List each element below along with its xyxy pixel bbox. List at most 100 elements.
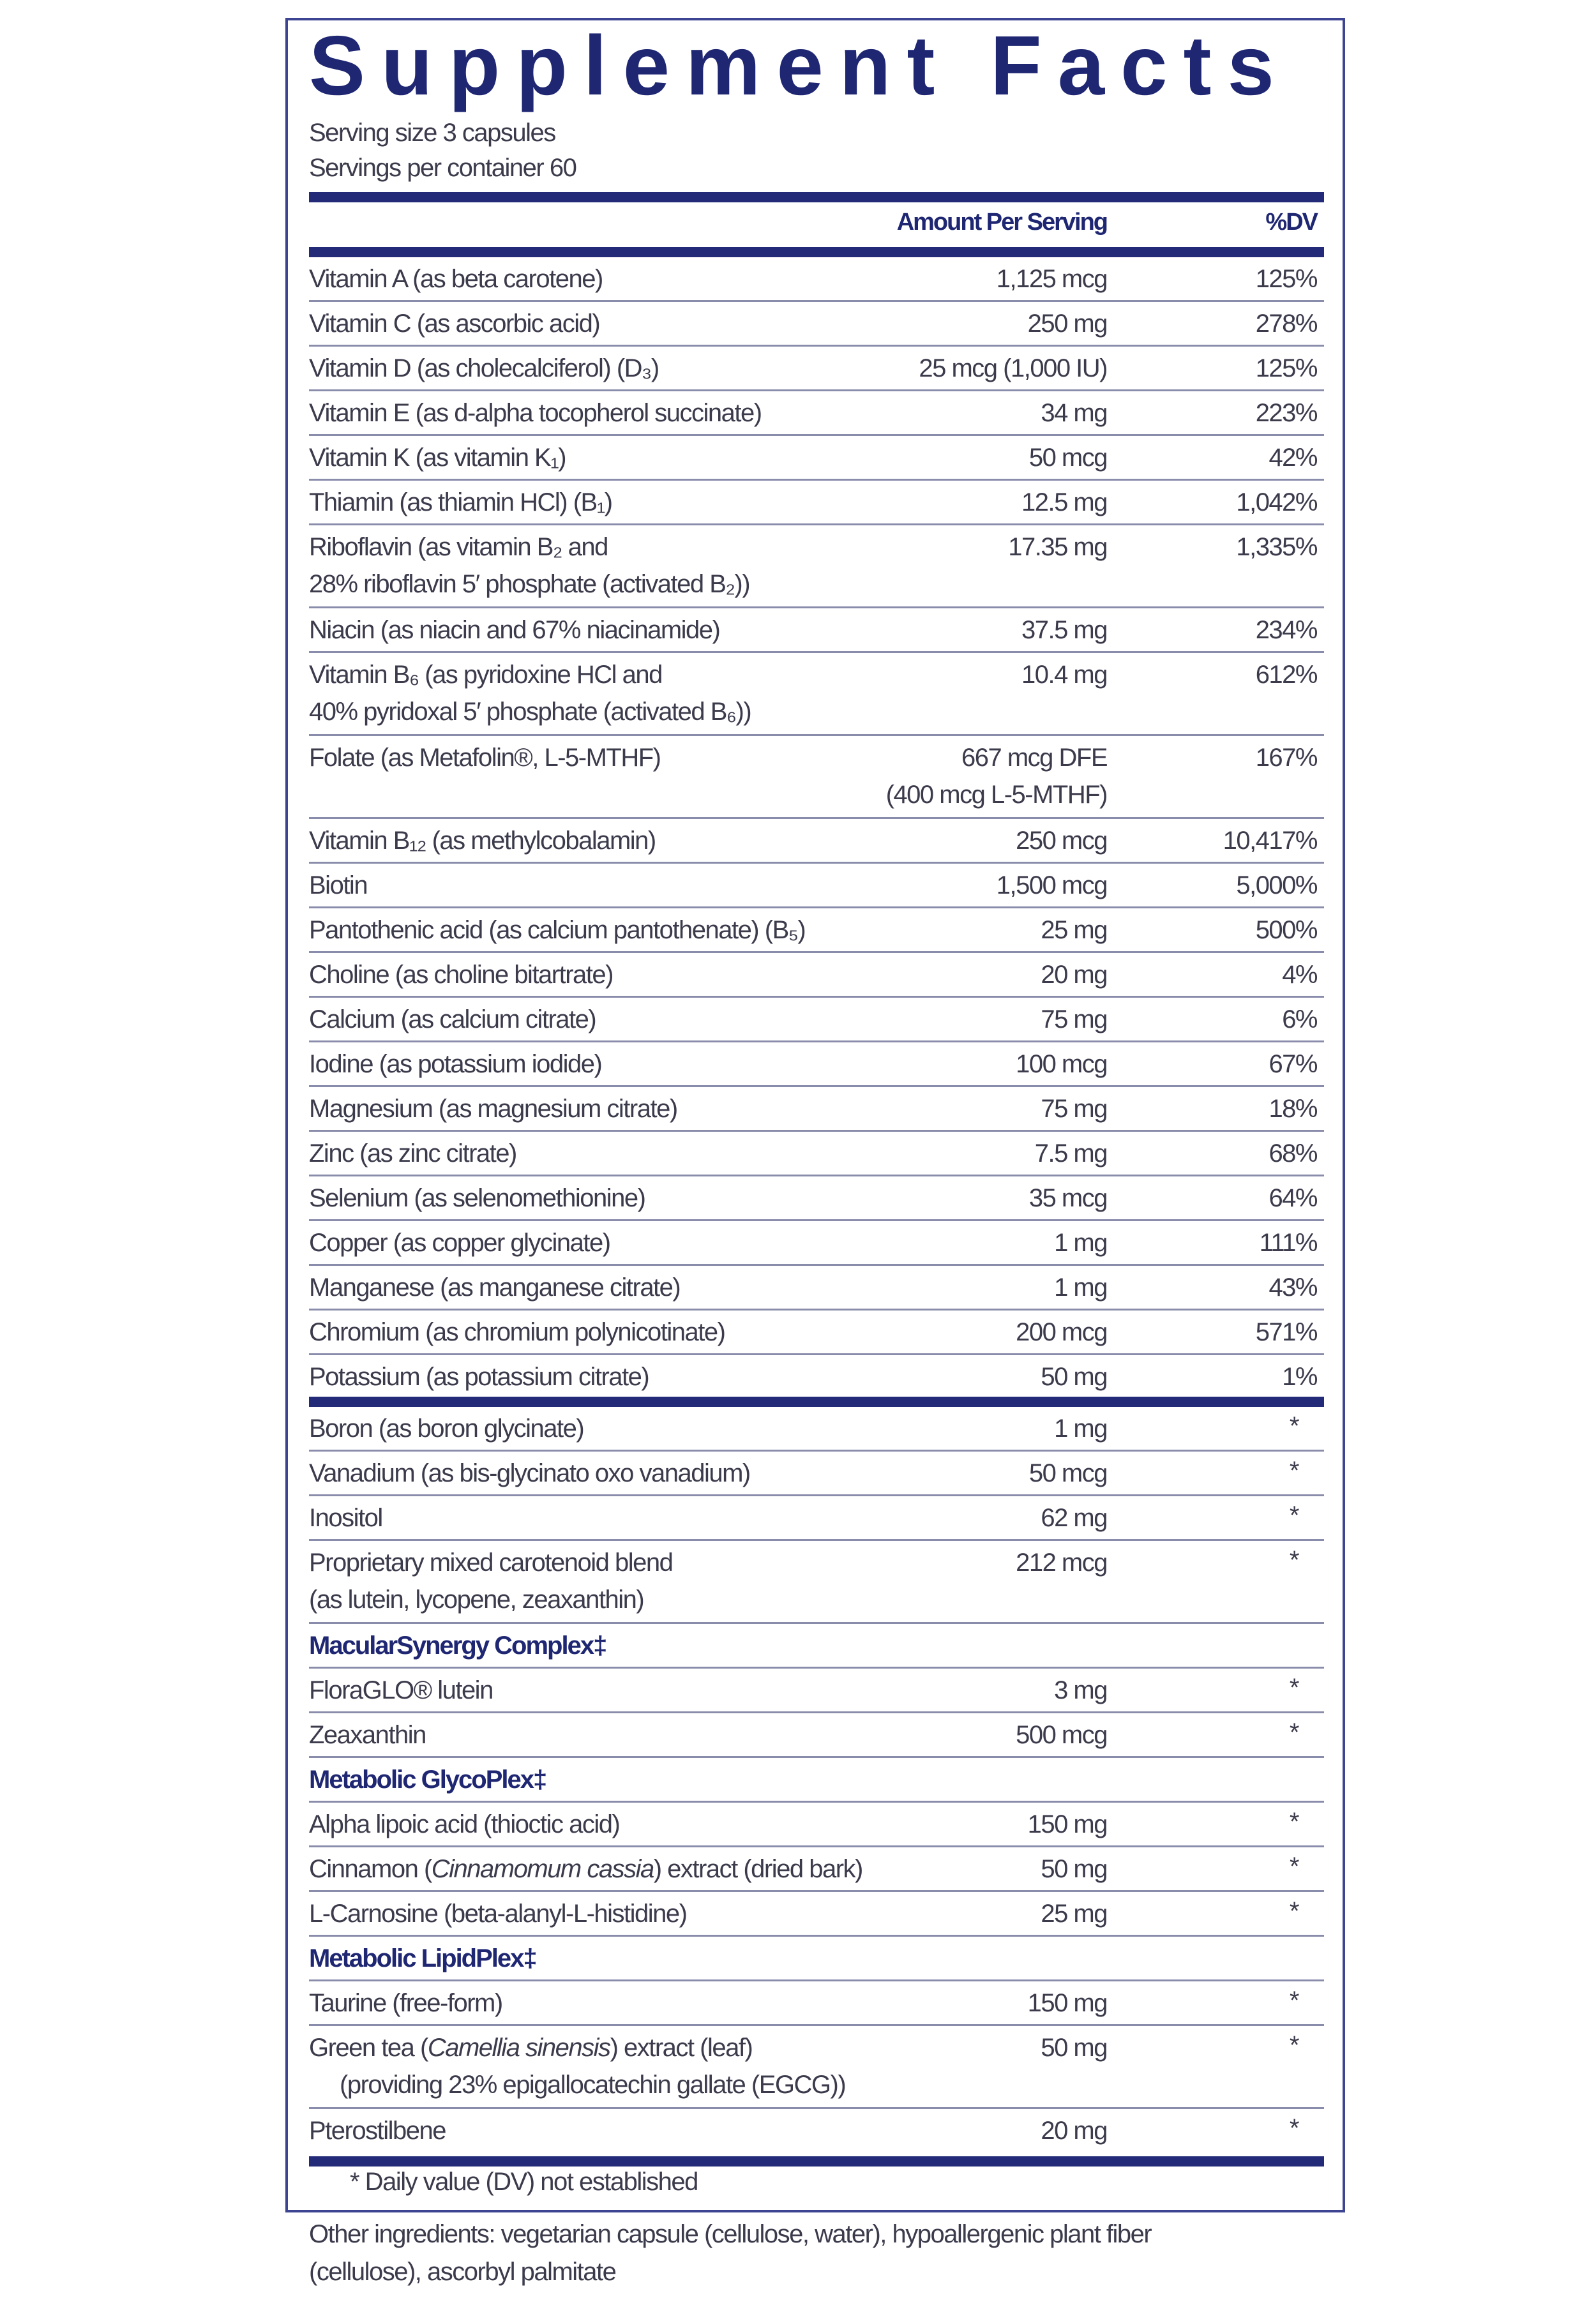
daily-value: 278% <box>1255 310 1318 338</box>
amount-per-serving: 50 mcg <box>1028 444 1108 472</box>
amount-per-serving: 1,500 mcg <box>996 871 1108 899</box>
table-row: Vitamin K (as vitamin K₁) 50 mcg 42% <box>309 436 1324 481</box>
table-row: Vitamin E (as d-alpha tocopherol succina… <box>309 391 1324 436</box>
ingredient-name-line2: (as lutein, lycopene, zeaxanthin) <box>309 1586 645 1614</box>
daily-value: * <box>1289 1808 1300 1836</box>
ingredient-name: Vitamin A (as beta carotene) <box>309 265 603 293</box>
daily-value: 5,000% <box>1236 871 1318 899</box>
ingredient-name: Vanadium (as bis-glycinato oxo vanadium) <box>309 1459 751 1487</box>
table-row: Proprietary mixed carotenoid blend (as lu… <box>309 1541 1324 1624</box>
ingredient-name: Pantothenic acid (as calcium pantothenat… <box>309 916 806 944</box>
ingredient-name: Manganese (as manganese citrate) <box>309 1273 681 1302</box>
ingredient-name: Chromium (as chromium polynicotinate) <box>309 1318 726 1346</box>
daily-value: 125% <box>1255 354 1318 382</box>
dv-footnote: * Daily value (DV) not established <box>350 2168 698 2196</box>
amount-per-serving: 150 mg <box>1027 1810 1108 1838</box>
name-part: Green tea ( <box>309 2034 428 2062</box>
header-amount: Amount Per Serving <box>896 209 1108 236</box>
vitamins-minerals-table: Vitamin A (as beta carotene) 1,125 mcg 125… <box>309 257 1324 1400</box>
table-row: Vitamin D (as cholecalciferol) (D₃) 25 mc… <box>309 347 1324 391</box>
daily-value: 500% <box>1255 916 1318 944</box>
ingredient-name: Selenium (as selenomethionine) <box>309 1184 646 1212</box>
amount-per-serving: 50 mg <box>1041 1855 1108 1883</box>
table-row: Pantothenic acid (as calcium pantothenat… <box>309 908 1324 953</box>
daily-value: 42% <box>1269 444 1318 472</box>
ingredient-name-line2: (providing 23% epigallocatechin gallate … <box>340 2071 847 2099</box>
amount-per-serving: 25 mg <box>1041 1900 1108 1928</box>
table-row: Green tea (Camellia sinensis) extract (l… <box>309 2026 1324 2109</box>
daily-value: 612% <box>1255 661 1318 689</box>
ingredient-name: Niacin (as niacin and 67% niacinamide) <box>309 616 721 644</box>
amount-per-serving: 250 mg <box>1027 310 1108 338</box>
daily-value: * <box>1289 1412 1300 1440</box>
amount-per-serving: 1 mg <box>1054 1273 1108 1302</box>
table-row: Calcium (as calcium citrate) 75 mg 6% <box>309 998 1324 1042</box>
ingredient-name-line2: 28% riboflavin 5′ phosphate (activated B… <box>309 570 751 598</box>
amount-per-serving: 200 mcg <box>1016 1318 1108 1346</box>
table-row: Cinnamon (Cinnamomum cassia) extract (dr… <box>309 1847 1324 1892</box>
other-ingredients-line2: (cellulose), ascorbyl palmitate <box>309 2258 617 2286</box>
daily-value: * <box>1289 1718 1300 1746</box>
table-row: L-Carnosine (beta-alanyl-L-histidine) 25 … <box>309 1892 1324 1937</box>
ingredient-name: Choline (as choline bitartrate) <box>309 961 614 989</box>
amount-per-serving: 20 mg <box>1041 2117 1108 2145</box>
amount-per-serving: 667 mcg DFE <box>961 744 1108 772</box>
ingredient-name: Folate (as Metafolin®, L-5-MTHF) <box>309 744 661 772</box>
amount-per-serving: 212 mcg <box>1016 1549 1108 1577</box>
table-row: Potassium (as potassium citrate) 50 mg 1% <box>309 1355 1324 1400</box>
divider-thick <box>309 2156 1324 2167</box>
section-title: Metabolic GlycoPlex‡ <box>309 1766 547 1794</box>
daily-value: 167% <box>1255 744 1318 772</box>
table-header: Amount Per Serving %DV <box>309 202 1324 247</box>
amount-line2: (400 mcg L-5-MTHF) <box>885 781 1108 809</box>
ingredient-name: Vitamin C (as ascorbic acid) <box>309 310 601 338</box>
daily-value: * <box>1289 1457 1300 1485</box>
ingredient-name: Vitamin E (as d-alpha tocopherol succina… <box>309 399 762 427</box>
servings-per-container: Servings per container 60 <box>309 154 577 182</box>
table-row: Niacin (as niacin and 67% niacinamide) 37… <box>309 608 1324 653</box>
daily-value: 67% <box>1269 1050 1318 1078</box>
daily-value: 43% <box>1269 1273 1318 1302</box>
table-row: Chromium (as chromium polynicotinate) 200… <box>309 1310 1324 1355</box>
ingredient-name: L-Carnosine (beta-alanyl-L-histidine) <box>309 1900 688 1928</box>
ingredient-name: Calcium (as calcium citrate) <box>309 1005 597 1033</box>
table-row: Biotin 1,500 mcg 5,000% <box>309 864 1324 908</box>
table-row: Zinc (as zinc citrate) 7.5 mg 68% <box>309 1132 1324 1176</box>
ingredient-name: Vitamin B₆ (as pyridoxine HCl and <box>309 661 663 689</box>
amount-per-serving: 1 mg <box>1054 1229 1108 1257</box>
amount-per-serving: 50 mg <box>1041 1363 1108 1391</box>
ingredient-name: Cinnamon (Cinnamomum cassia) extract (dr… <box>309 1855 864 1884</box>
table-row: Inositol 62 mg * <box>309 1496 1324 1541</box>
ingredient-name: Thiamin (as thiamin HCl) (B₁) <box>309 488 613 516</box>
table-row: Boron (as boron glycinate) 1 mg * <box>309 1407 1324 1452</box>
daily-value: 571% <box>1255 1318 1318 1346</box>
daily-value: 18% <box>1269 1095 1318 1123</box>
daily-value: 111% <box>1259 1229 1318 1257</box>
name-italic: Cinnamomum cassia <box>431 1855 654 1883</box>
ingredient-name-line2: 40% pyridoxal 5′ phosphate (activated B₆… <box>309 698 752 726</box>
table-row: Vitamin C (as ascorbic acid) 250 mg 278% <box>309 302 1324 347</box>
ingredient-name: Inositol <box>309 1504 383 1532</box>
ingredient-name: Pterostilbene <box>309 2117 446 2145</box>
ingredient-name: Proprietary mixed carotenoid blend <box>309 1549 674 1577</box>
daily-value: 6% <box>1282 1005 1318 1033</box>
daily-value: * <box>1289 1852 1300 1881</box>
name-part: ) extract (dried bark) <box>653 1855 864 1883</box>
daily-value: * <box>1289 2031 1300 2059</box>
table-row: Iodine (as potassium iodide) 100 mcg 67% <box>309 1042 1324 1087</box>
amount-per-serving: 100 mcg <box>1016 1050 1108 1078</box>
ingredient-name: Riboflavin (as vitamin B₂ and <box>309 533 608 561</box>
daily-value: * <box>1289 1501 1300 1529</box>
table-row: Pterostilbene 20 mg * <box>309 2109 1324 2154</box>
amount-per-serving: 7.5 mg <box>1034 1139 1108 1168</box>
ingredient-name: Vitamin D (as cholecalciferol) (D₃) <box>309 354 659 382</box>
divider-thick <box>309 192 1324 202</box>
table-row: FloraGLO® lutein 3 mg * <box>309 1669 1324 1713</box>
table-row: Vitamin B₁₂ (as methylcobalamin) 250 mcg 1… <box>309 819 1324 864</box>
amount-per-serving: 50 mcg <box>1028 1459 1108 1487</box>
ingredient-name: Magnesium (as magnesium citrate) <box>309 1095 678 1123</box>
amount-per-serving: 1 mg <box>1054 1415 1108 1443</box>
amount-per-serving: 20 mg <box>1041 961 1108 989</box>
name-part: ) extract (leaf) <box>610 2034 753 2062</box>
section-title: MacularSynergy Complex‡ <box>309 1632 607 1660</box>
